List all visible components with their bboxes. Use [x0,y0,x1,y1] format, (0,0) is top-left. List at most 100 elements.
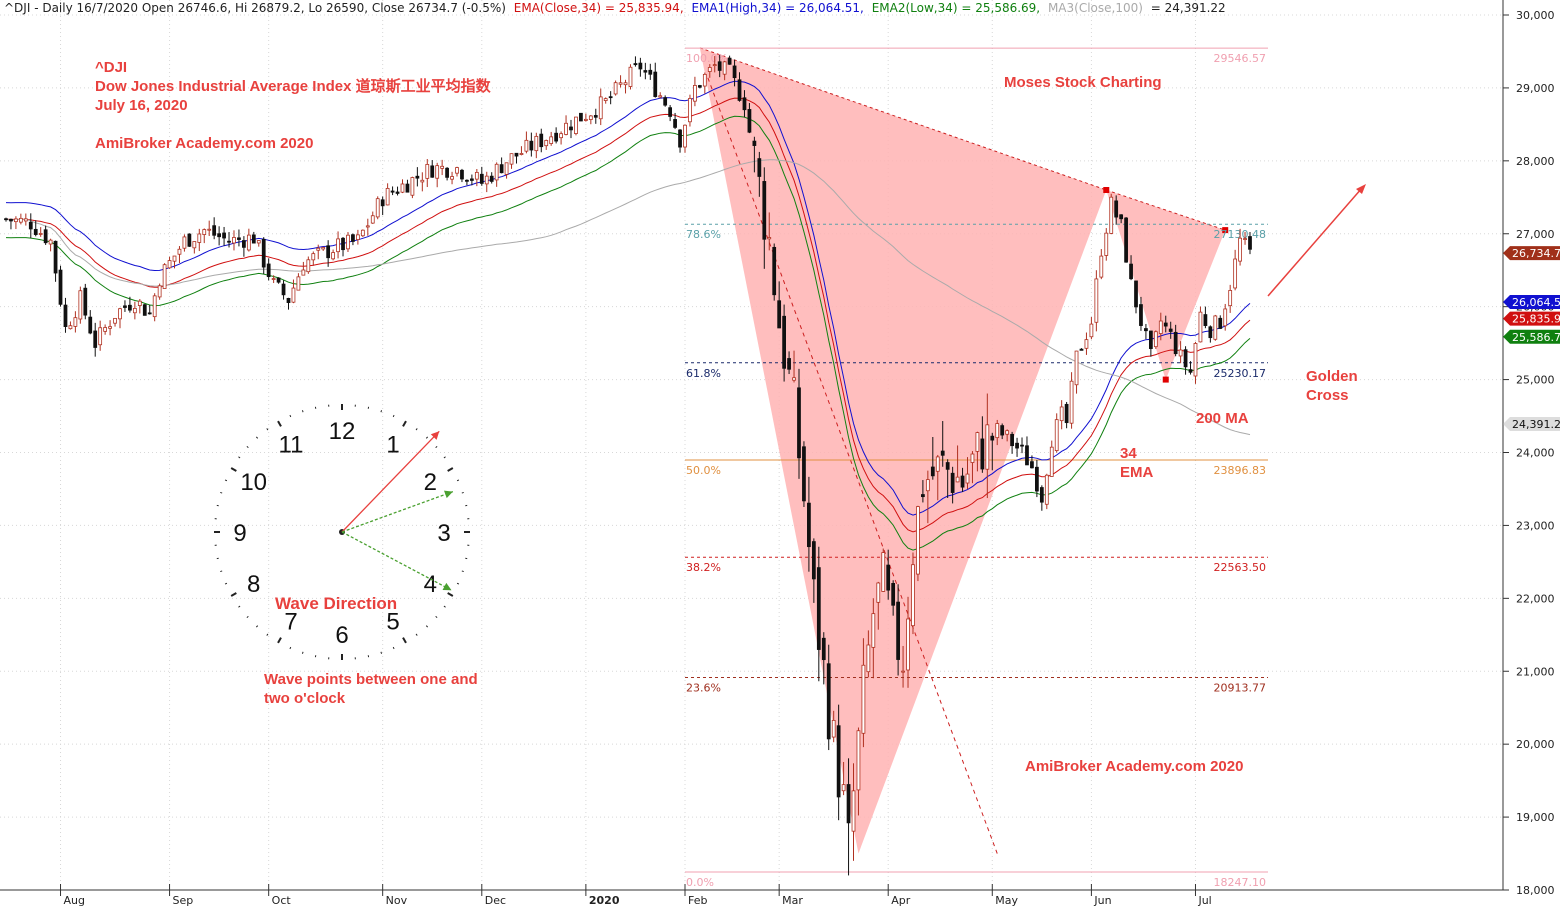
clock-tick [277,420,282,427]
clock-tick [415,428,418,431]
clock-tick [289,646,292,650]
candle-body [1178,349,1183,357]
candle-body [385,188,390,206]
clock-tick [456,582,460,585]
candle-body [1074,350,1079,386]
candle-body [693,85,697,102]
candle-body [811,541,816,580]
pattern-triangle-xab [699,47,1107,854]
clock-tick [461,491,464,494]
header-ma3: MA3(Close,100) [1048,1,1143,15]
candle-body [658,95,663,98]
clock-tick [415,633,418,636]
price-tag [1503,294,1560,309]
clock-tick [277,637,282,644]
candle-body [48,239,53,245]
candle-body [588,115,593,120]
pattern-triangle-bcd [1106,190,1226,380]
clock-tick [447,467,454,472]
candle-body [207,228,212,231]
candle-body [356,234,360,240]
candle-body [554,132,559,142]
title-date: July 16, 2020 [95,97,188,114]
candle-body [172,255,177,262]
candle-body [678,129,682,148]
candle-body [261,238,266,268]
clock-tick [246,615,249,619]
clock-tick [301,410,304,413]
clock-number: 8 [247,571,260,598]
candle-body [1104,232,1109,256]
candle-body [182,236,187,249]
candle-body [613,82,618,95]
y-tick-label: 18,000 [1516,884,1555,897]
clock-number: 11 [279,432,304,459]
candle-body [673,119,677,128]
candle-body [683,124,687,148]
clock-number: 12 [329,418,356,445]
candle-body [137,300,142,306]
clock-tick [289,414,292,418]
candle-body [504,162,509,175]
clock-tick [447,592,454,597]
candle-body [296,276,301,291]
price-tag-label: 25,835.9 [1512,313,1561,326]
candle-body [826,663,831,740]
candle-body [1218,317,1223,329]
candle-body [856,730,861,791]
chart-header: ^DJI - Daily 16/7/2020 Open 26746.6, Hi … [4,1,1226,15]
price-tag-label: 24,391.2 [1512,418,1561,431]
candle-body [653,71,658,97]
candle-body [603,98,608,101]
candle-body [772,246,777,296]
clock-tick [220,570,223,573]
fib-percent-label: 23.6% [686,682,721,695]
candle-body [113,317,117,324]
candle-body [742,97,747,111]
candle-body [147,312,152,315]
fib-percent-label: 78.6% [686,228,721,241]
clock-tick [224,582,228,585]
price-tag [1503,416,1560,431]
candle-body [222,232,226,239]
candle-body [1158,320,1163,334]
candle-body [474,171,479,180]
candle-body [321,247,326,250]
candle-body [1049,446,1054,477]
candle-body [940,450,945,456]
academy-label-top: AmiBroker Academy.com 2020 [95,135,313,152]
candle-body [489,175,494,182]
candle-body [1233,258,1238,289]
clock-tick [443,456,446,459]
candle-body [1025,445,1029,466]
candle-body [256,240,261,244]
candle-body [921,494,925,498]
candle-body [78,290,83,320]
price-tags: 26,734.7 26,064.5 25,835.9 25,586.7 24,391.2 [1503,246,1561,431]
candle-body [227,240,231,243]
candle-body [1208,326,1213,339]
clock-number: 9 [233,520,246,547]
candle-body [440,165,445,169]
x-tick-label: Apr [891,894,911,907]
candle-body [579,112,583,122]
candle-body [792,377,796,381]
clock-number: 10 [240,469,267,496]
clock-tick [380,651,383,654]
candle-body [643,70,648,73]
candle-body [747,109,752,133]
candle-body [23,218,28,222]
clock-tick [435,615,438,619]
candle-body [202,229,207,235]
y-tick-label: 29,000 [1516,82,1555,95]
fib-percent-label: 100.0% [686,52,728,65]
clock-tick [392,646,395,650]
candle-body [242,240,246,248]
candle-body [777,300,782,329]
candle-body [960,475,965,488]
candle-body [985,424,990,470]
clock-tick [246,445,249,449]
candle-body [83,287,88,316]
